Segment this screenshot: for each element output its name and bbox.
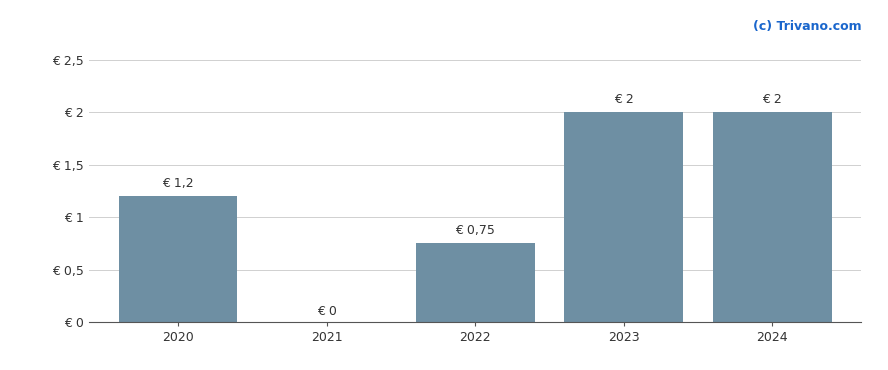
Text: € 1,2: € 1,2 — [163, 177, 194, 190]
Text: € 0: € 0 — [317, 305, 337, 318]
Bar — [713, 112, 832, 322]
Text: (c) Trivano.com: (c) Trivano.com — [753, 20, 861, 33]
Text: € 2: € 2 — [762, 93, 782, 106]
Bar — [416, 243, 535, 322]
Bar — [118, 196, 237, 322]
Text: € 0,75: € 0,75 — [456, 224, 495, 237]
Bar — [564, 112, 683, 322]
Text: € 2: € 2 — [614, 93, 633, 106]
